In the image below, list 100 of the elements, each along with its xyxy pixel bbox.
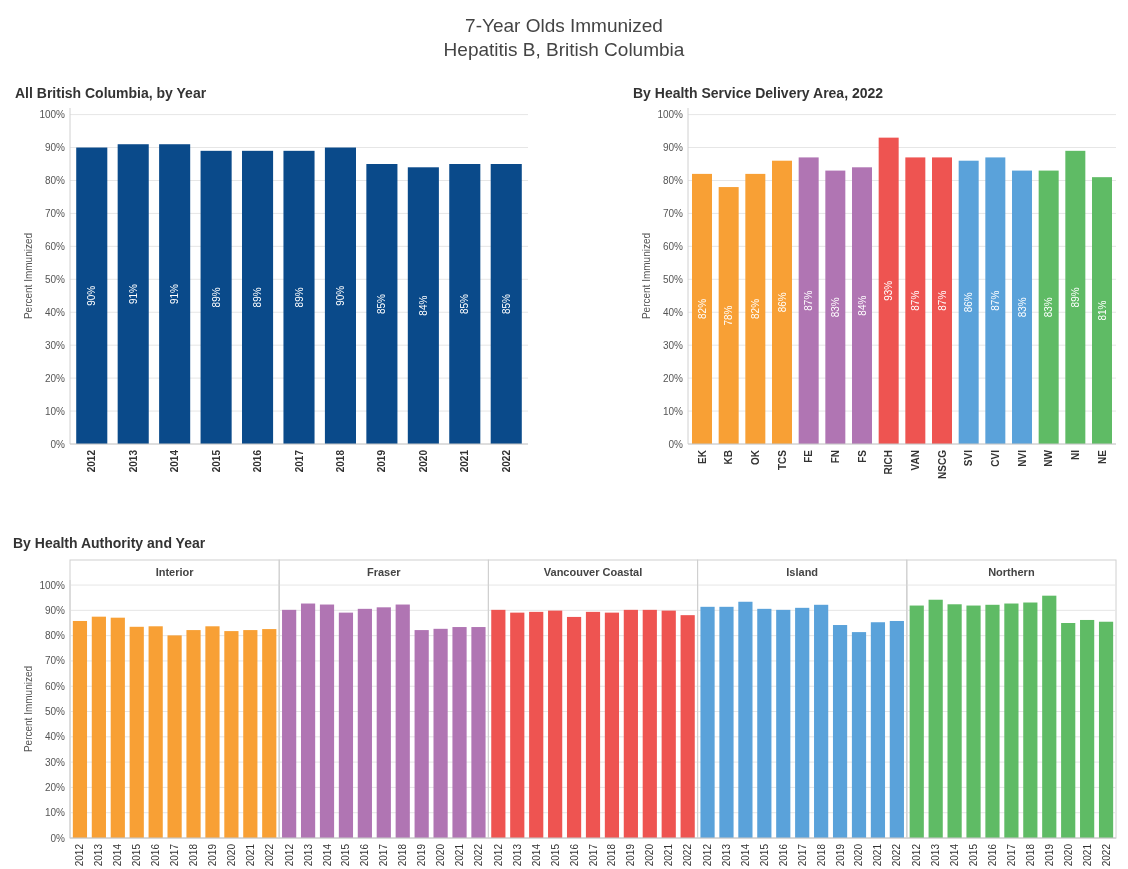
y-tick-label: 100% [39, 109, 66, 121]
x-tick-label: 2016 [986, 843, 998, 867]
x-tick-label: 2022 [682, 843, 694, 867]
bar [985, 604, 1000, 838]
x-tick-label: 2019 [206, 843, 218, 867]
y-tick-label: 80% [662, 174, 684, 186]
x-tick-label: 2015 [210, 449, 222, 473]
y-tick-label: 50% [662, 273, 684, 285]
bar [745, 173, 766, 444]
x-tick-label: FS [856, 449, 868, 463]
y-axis-title: Percent Immunized [23, 665, 34, 753]
data-label: 87% [936, 290, 948, 311]
x-tick-label: 2020 [225, 843, 237, 867]
y-tick-label: 20% [44, 781, 66, 793]
data-label: 85% [500, 293, 512, 315]
bar [1023, 602, 1038, 838]
x-tick-label: 2016 [568, 843, 580, 867]
x-tick-label: 2018 [815, 843, 827, 867]
x-tick-label: NVI [1016, 449, 1028, 467]
bar [1080, 619, 1095, 838]
x-tick-label: 2017 [1005, 843, 1017, 867]
x-tick-label: 2013 [302, 843, 314, 867]
x-tick-label: 2015 [340, 843, 352, 867]
data-label: 86% [776, 292, 788, 313]
x-tick-label: 2019 [1043, 843, 1055, 867]
chart-subtitle: Vancouver Coastal [543, 566, 643, 578]
bar [966, 605, 981, 838]
x-tick-label: RICH [883, 450, 895, 475]
x-tick-label: 2020 [1062, 843, 1074, 867]
x-tick-label: 2013 [511, 843, 523, 867]
bar [692, 173, 712, 444]
data-label: 90% [86, 285, 98, 306]
bar [909, 605, 924, 838]
y-tick-label: 70% [44, 207, 66, 219]
x-tick-label: 2014 [112, 843, 124, 867]
x-tick-label: 2016 [252, 449, 264, 473]
bar [958, 160, 979, 444]
x-tick-label: 2012 [911, 843, 923, 867]
x-tick-label: 2015 [549, 843, 561, 867]
x-tick-label: 2016 [150, 843, 162, 867]
y-tick-label: 20% [44, 372, 66, 384]
x-tick-label: CVI [989, 449, 1001, 467]
y-tick-label: 80% [44, 174, 66, 186]
y-tick-label: 30% [662, 339, 684, 351]
x-tick-label: TCS [776, 449, 788, 470]
x-tick-label: 2012 [86, 449, 98, 473]
chart-subtitle: Fraser [366, 566, 402, 578]
chart-subtitle: Interior [155, 566, 195, 578]
y-tick-label: 90% [44, 142, 66, 154]
x-tick-label: 2014 [949, 843, 961, 867]
text: 7-Year Olds Immunized [465, 15, 663, 36]
x-tick-label: 2022 [1100, 843, 1112, 867]
data-label: 90% [334, 285, 346, 306]
bar [1042, 595, 1057, 838]
y-tick-label: 30% [44, 756, 66, 768]
data-label: 83% [829, 297, 841, 318]
data-label: 83% [1043, 297, 1055, 318]
x-tick-label: 2015 [968, 843, 980, 867]
text: Hepatitis B, British Columbia [443, 39, 685, 60]
x-tick-label: 2017 [796, 843, 808, 867]
x-tick-label: 2013 [930, 843, 942, 867]
y-axis-title: Percent Immunized [23, 232, 34, 320]
x-tick-label: 2021 [663, 843, 675, 867]
x-tick-label: 2014 [169, 449, 181, 473]
data-label: 86% [963, 292, 975, 313]
y-tick-label: 50% [44, 706, 66, 718]
bar [1092, 177, 1112, 444]
data-label: 82% [696, 298, 708, 319]
chart-subtitle: Island [786, 566, 819, 578]
x-tick-label: NSCG [936, 449, 948, 479]
y-tick-label: 80% [44, 630, 66, 642]
y-tick-label: 30% [44, 339, 66, 351]
data-label: 82% [749, 298, 761, 319]
x-tick-label: 2017 [169, 843, 181, 867]
x-tick-label: 2019 [416, 843, 428, 867]
x-tick-label: 2012 [74, 843, 86, 867]
data-label: 91% [169, 284, 181, 305]
x-tick-label: VAN [909, 450, 921, 471]
data-label: 89% [293, 287, 305, 308]
x-tick-label: 2018 [1024, 843, 1036, 867]
y-tick-label: 70% [662, 207, 684, 219]
x-tick-label: 2013 [93, 843, 105, 867]
data-label: 83% [1016, 297, 1028, 318]
x-tick-label: 2018 [397, 843, 409, 867]
y-tick-label: 10% [44, 405, 66, 417]
x-tick-label: 2020 [853, 843, 865, 867]
y-tick-label: 50% [44, 273, 66, 285]
x-tick-label: 2012 [702, 843, 714, 867]
data-label: 87% [909, 290, 921, 311]
x-tick-label: 2021 [244, 843, 256, 867]
y-tick-label: 90% [662, 142, 684, 154]
x-tick-label: 2017 [378, 843, 390, 867]
data-label: 78% [723, 305, 735, 326]
x-tick-label: 2020 [644, 843, 656, 867]
x-tick-label: 2022 [891, 843, 903, 867]
x-tick-label: 2019 [376, 449, 388, 473]
data-label: 91% [127, 284, 139, 305]
x-tick-label: 2016 [777, 843, 789, 867]
x-tick-label: 2022 [472, 843, 484, 867]
bar [1038, 170, 1059, 444]
